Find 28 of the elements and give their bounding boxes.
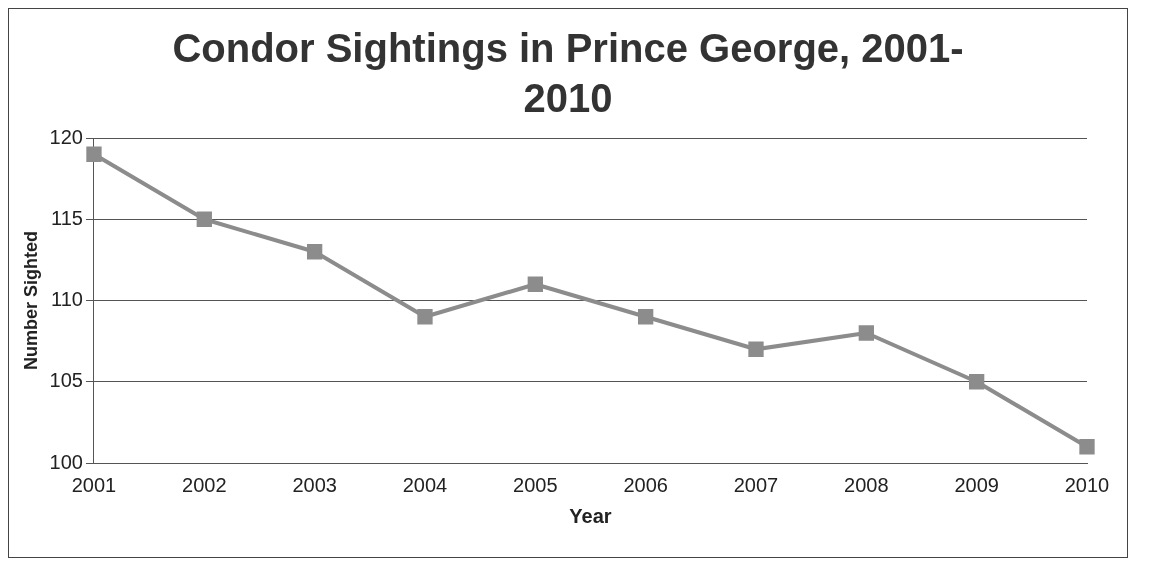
point	[858, 325, 874, 341]
x-tick-label: 2009	[954, 473, 999, 496]
point	[1079, 439, 1095, 455]
x-tick-label: 2007	[733, 473, 779, 496]
y-tick-label: 120	[49, 125, 83, 148]
x-tick-label: 2002	[182, 473, 227, 496]
y-tick-label: 110	[51, 288, 83, 311]
point	[306, 244, 323, 260]
point	[969, 374, 985, 390]
point	[748, 341, 764, 357]
chart-title: Condor Sightings in Prince George, 2001-2010	[171, 25, 965, 122]
point	[417, 309, 433, 325]
x-tick-label: 2010	[1064, 473, 1110, 496]
y-tick-label: 105	[49, 369, 83, 392]
point	[86, 146, 102, 162]
point	[638, 309, 654, 325]
x-tick-label: 2003	[292, 473, 337, 496]
point	[196, 211, 212, 227]
y-tick-label: 100	[49, 450, 83, 473]
x-tick-label: 2008	[844, 473, 889, 496]
point	[527, 276, 543, 292]
x-tick-label: 2005	[513, 473, 558, 496]
x-tick-label: 2006	[623, 473, 668, 496]
y-tick-label: 115	[51, 206, 83, 229]
x-axis-title: Year	[569, 504, 612, 527]
x-tick-label: 2004	[402, 473, 448, 496]
x-tick-label: 2001	[71, 473, 117, 496]
y-axis-title: Number Sighted	[20, 230, 41, 371]
